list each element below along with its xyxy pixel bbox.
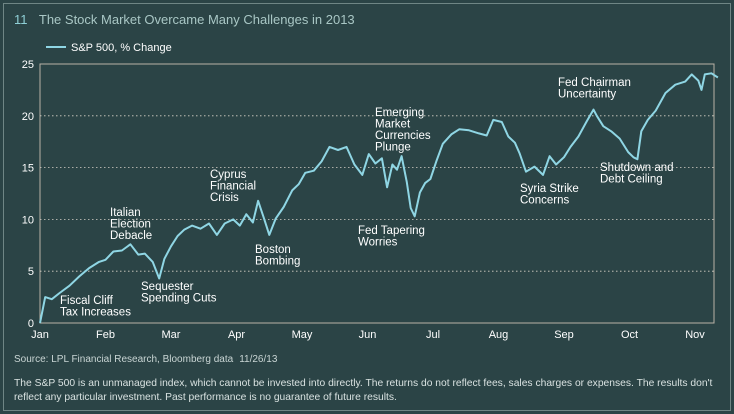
x-tick-label-apr: Apr [228, 329, 245, 341]
x-tick-label-aug: Aug [489, 329, 509, 341]
line-chart: 0 5 10 15 20 25 Jan Feb Mar Apr May Jun Jul Aug Sep Oct… [22, 42, 719, 341]
source-line: Source: LPL Financial Research, Bloomber… [14, 354, 277, 365]
figure-frame: 11 The Stock Market Overcame Many Challe… [3, 3, 731, 411]
annotation-7: Fed Tapering Worries [358, 225, 425, 249]
annotation-6: Emerging Market Currencies Plunge [375, 107, 431, 154]
y-tick-label-10: 10 [22, 214, 34, 226]
legend-label: S&P 500, % Change [71, 42, 172, 54]
annotation-10: Shutdown and Debt Ceiling [600, 162, 674, 186]
annotation-9: Fed Chairman Uncertainty [558, 77, 631, 101]
y-tick-label-5: 5 [28, 266, 34, 278]
x-tick-label-sep: Sep [554, 329, 574, 341]
x-tick-label-nov: Nov [685, 329, 705, 341]
disclaimer: The S&P 500 is an unmanaged index, which… [14, 378, 713, 403]
y-tick-label-0: 0 [28, 318, 34, 330]
x-tick-label-mar: Mar [162, 329, 181, 341]
x-tick-label-jan: Jan [31, 329, 49, 341]
x-tick-label-may: May [292, 329, 313, 341]
x-tick-label-feb: Feb [96, 329, 115, 341]
plot-border [39, 63, 715, 324]
figure-title-text: The Stock Market Overcame Many Challenge… [38, 12, 355, 27]
annotation-4: Cyprus Financial Crisis [210, 169, 256, 204]
source-date: 11/26/13 [239, 354, 278, 365]
figure-title: 11 The Stock Market Overcame Many Challe… [14, 12, 355, 30]
annotation-5: Boston Bombing [255, 244, 300, 268]
series-line-sp500 [39, 72, 719, 324]
chart-panel: 0 5 10 15 20 25 Jan Feb Mar Apr May Jun Jul Aug Sep Oct… [14, 34, 727, 346]
annotation-2: Italian Election Debacle [110, 207, 152, 242]
y-tick-label-25: 25 [22, 59, 34, 71]
y-tick-label-15: 15 [22, 163, 34, 175]
annotation-1: Fiscal Cliff Tax Increases [60, 295, 131, 319]
y-tick-label-20: 20 [22, 111, 34, 123]
annotation-3: Sequester Spending Cuts [141, 281, 217, 305]
x-tick-label-jun: Jun [359, 329, 377, 341]
source-text: Source: LPL Financial Research, Bloomber… [14, 354, 234, 365]
x-tick-label-jul: Jul [426, 329, 440, 341]
figure-number: 11 [14, 12, 28, 27]
x-tick-label-oct: Oct [621, 329, 638, 341]
annotation-8: Syria Strike Concerns [520, 183, 579, 207]
